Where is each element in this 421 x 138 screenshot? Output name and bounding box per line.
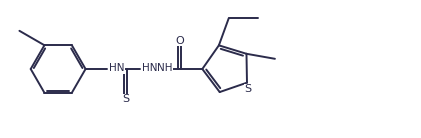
- Text: HN: HN: [142, 63, 158, 73]
- Text: NH: NH: [157, 63, 173, 73]
- Text: O: O: [175, 36, 184, 46]
- Text: S: S: [122, 94, 129, 104]
- Text: HN: HN: [109, 63, 125, 73]
- Text: S: S: [244, 84, 251, 94]
